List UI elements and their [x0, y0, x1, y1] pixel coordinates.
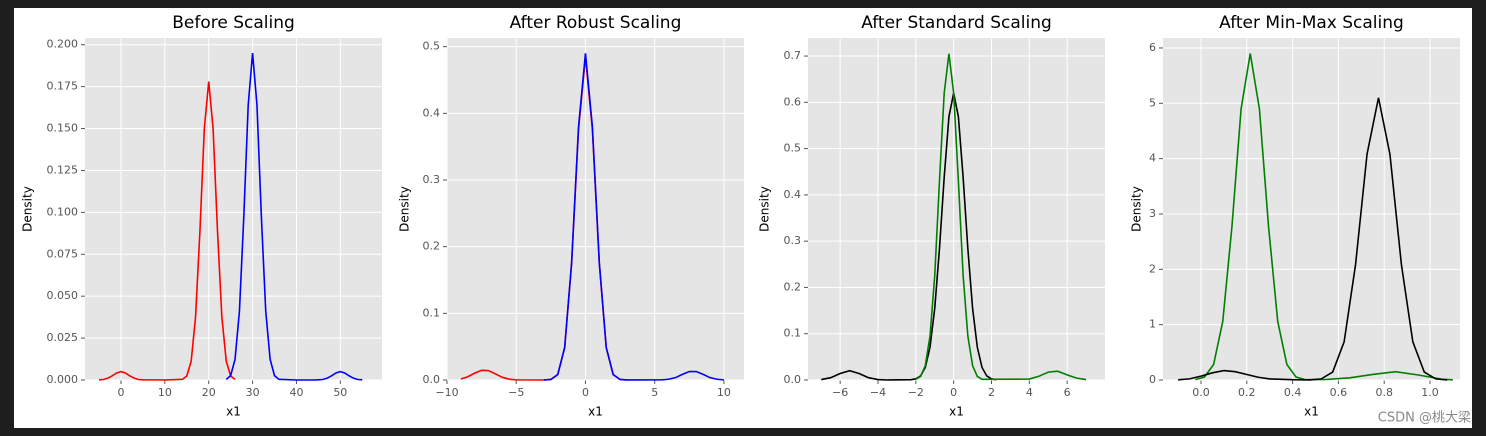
- x-tick-label: 0: [950, 386, 957, 399]
- y-tick-label: 6: [1149, 41, 1156, 54]
- y-tick-label: 0.050: [47, 289, 79, 302]
- plot-area: [447, 38, 744, 380]
- x-tick-label: 0.2: [1238, 386, 1256, 399]
- y-tick-label: 0.2: [784, 280, 802, 293]
- x-tick-label: 4: [1026, 386, 1033, 399]
- x-tick-label: 0.6: [1330, 386, 1348, 399]
- y-tick-label: 0.1: [784, 327, 802, 340]
- y-tick-label: 0.6: [784, 95, 802, 108]
- density-line: [915, 53, 1087, 381]
- y-tick-label: 0.4: [784, 188, 802, 201]
- y-tick-label: 0.4: [423, 106, 441, 119]
- y-tick-label: 0.5: [784, 142, 802, 155]
- x-tick-label: −5: [508, 386, 524, 399]
- plot-area: [808, 38, 1105, 380]
- y-tick-label: 0.3: [784, 234, 802, 247]
- x-tick-label: 0.8: [1375, 386, 1393, 399]
- chart-title: Before Scaling: [172, 13, 295, 33]
- x-axis-label: x1: [226, 405, 241, 419]
- y-tick-label: 3: [1149, 207, 1156, 220]
- y-tick-label: 0.2: [423, 240, 441, 253]
- y-tick-label: 0.7: [784, 49, 802, 62]
- density-line: [98, 81, 236, 381]
- y-tick-label: 0.150: [47, 122, 79, 135]
- y-tick-label: 0.100: [47, 205, 79, 218]
- x-tick-label: −6: [832, 386, 848, 399]
- x-tick-label: −10: [435, 386, 458, 399]
- x-tick-label: 0: [117, 386, 124, 399]
- x-tick-label: 30: [246, 386, 260, 399]
- x-tick-label: 40: [289, 386, 303, 399]
- watermark: CSDN @桃大梁: [1378, 411, 1471, 426]
- y-tick-label: 0: [1149, 373, 1156, 386]
- density-line: [225, 53, 363, 381]
- y-axis-label: Density: [1130, 186, 1144, 232]
- chart-title: After Robust Scaling: [510, 13, 682, 33]
- x-tick-label: 10: [717, 386, 731, 399]
- x-tick-label: −2: [908, 386, 924, 399]
- density-line: [1195, 53, 1453, 381]
- y-axis-label: Density: [21, 186, 35, 232]
- x-tick-label: 0: [582, 386, 589, 399]
- x-axis-label: x1: [588, 405, 603, 419]
- x-tick-label: 0.0: [1192, 386, 1210, 399]
- y-axis-label: Density: [758, 186, 772, 232]
- y-tick-label: 4: [1149, 152, 1156, 165]
- y-tick-label: 2: [1149, 262, 1156, 275]
- x-tick-label: 6: [1064, 386, 1071, 399]
- density-line: [543, 53, 724, 381]
- x-tick-label: 0.4: [1284, 386, 1302, 399]
- y-tick-label: 0.1: [423, 306, 441, 319]
- plot-area: [85, 38, 382, 380]
- x-axis-label: x1: [1304, 405, 1319, 419]
- y-tick-label: 0.0: [784, 373, 802, 386]
- chart-title: After Standard Scaling: [861, 13, 1052, 33]
- chart-title: After Min-Max Scaling: [1219, 13, 1404, 33]
- y-tick-label: 0.3: [423, 173, 441, 186]
- y-tick-label: 0.0: [423, 373, 441, 386]
- x-tick-label: 2: [988, 386, 995, 399]
- y-tick-label: 5: [1149, 96, 1156, 109]
- x-tick-label: 10: [158, 386, 172, 399]
- x-tick-label: 1.0: [1421, 386, 1439, 399]
- y-tick-label: 1: [1149, 318, 1156, 331]
- y-tick-label: 0.5: [423, 40, 441, 53]
- y-tick-label: 0.075: [47, 247, 79, 260]
- y-tick-label: 0.125: [47, 163, 79, 176]
- y-tick-label: 0.000: [47, 373, 79, 386]
- y-axis-label: Density: [398, 186, 412, 232]
- x-axis-label: x1: [949, 405, 964, 419]
- x-tick-label: −4: [870, 386, 886, 399]
- x-tick-label: 20: [202, 386, 216, 399]
- plot-area: [1163, 38, 1460, 380]
- x-tick-label: 5: [651, 386, 658, 399]
- y-tick-label: 0.175: [47, 80, 79, 93]
- y-tick-label: 0.025: [47, 331, 79, 344]
- x-tick-label: 50: [333, 386, 347, 399]
- density-line: [1178, 97, 1448, 381]
- density-line: [821, 92, 997, 381]
- y-tick-label: 0.200: [47, 38, 79, 51]
